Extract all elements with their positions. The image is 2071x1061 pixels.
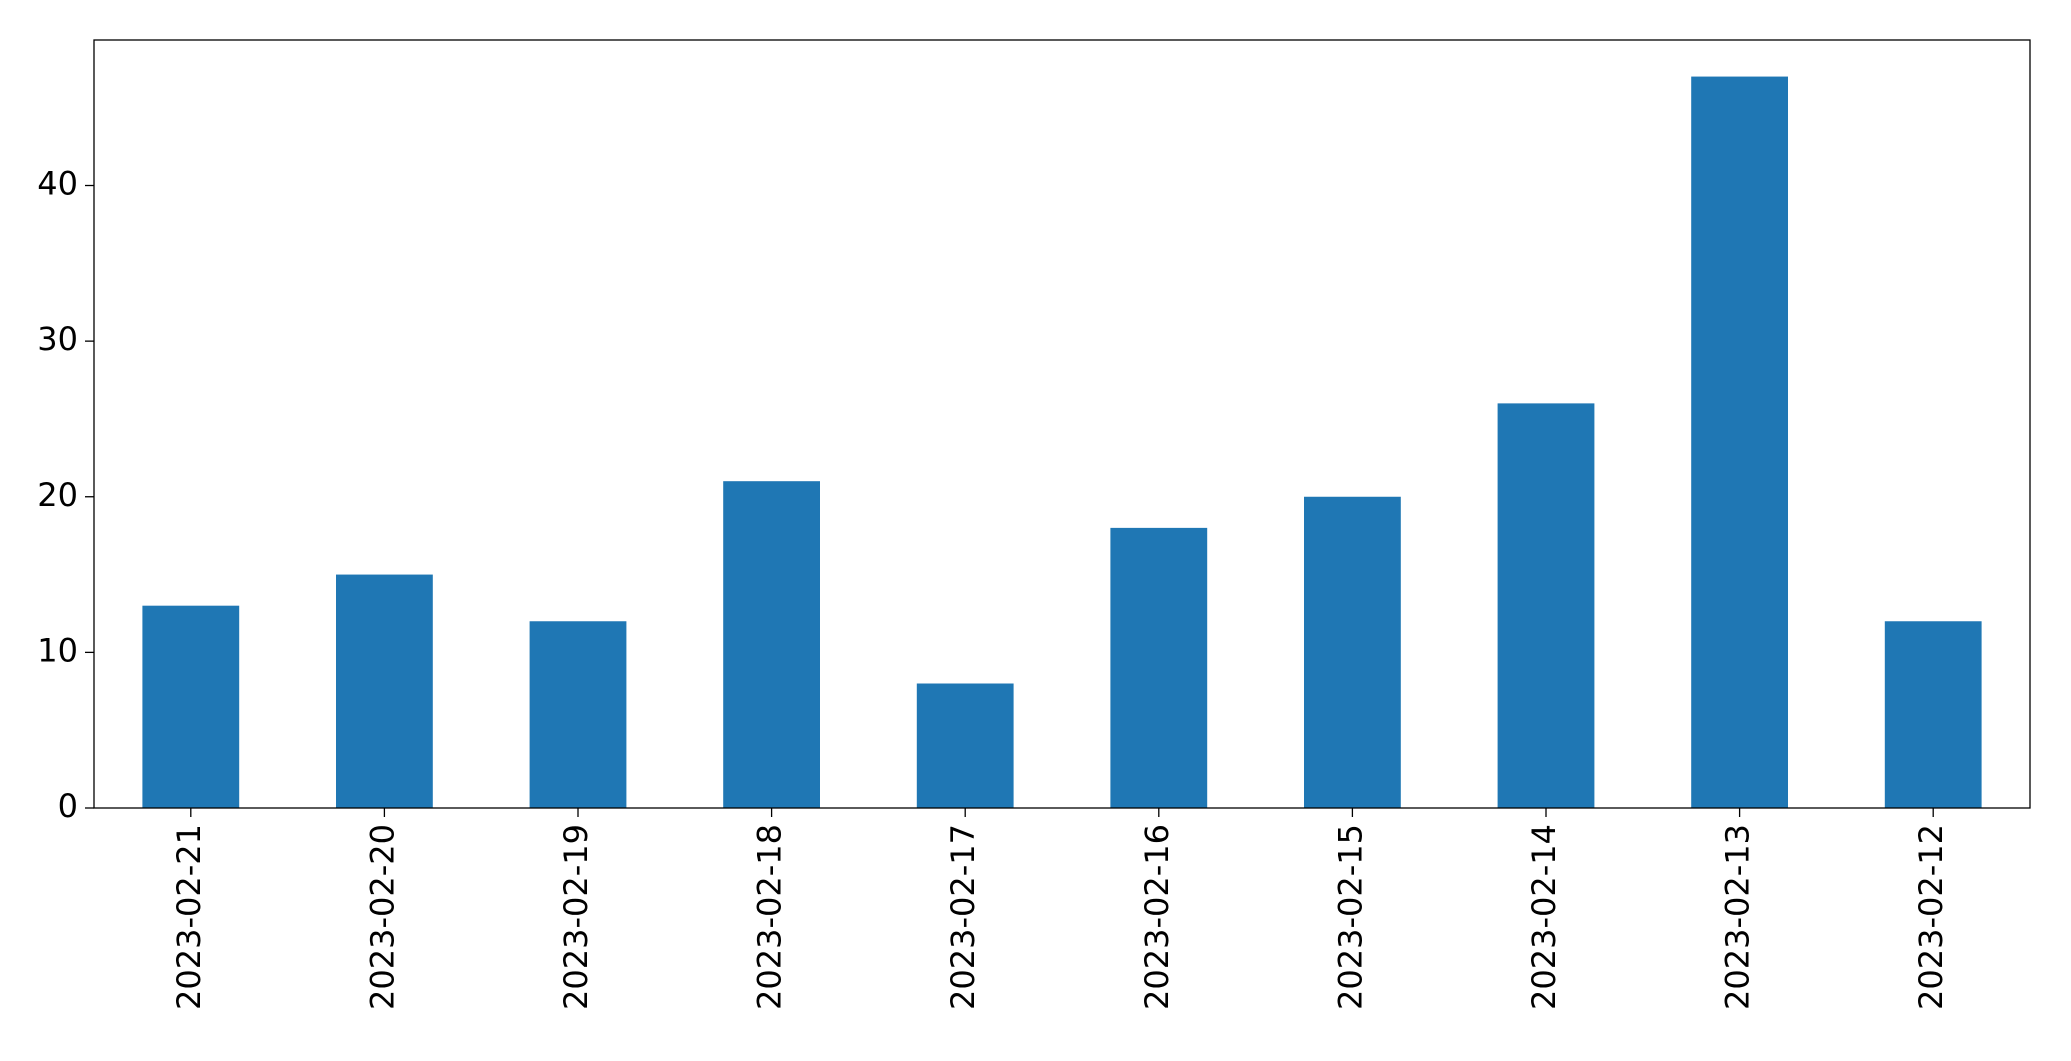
plot-frame [93,39,2031,809]
bar [1110,527,1208,808]
x-tick-label: 2023-02-17 [944,824,982,1010]
x-tick-label: 2023-02-15 [1331,824,1369,1010]
x-tick-label: 2023-02-14 [1525,824,1563,1010]
bar [1497,403,1595,808]
x-tick-label: 2023-02-19 [557,824,595,1010]
y-tick-label: 10 [37,631,78,669]
bar [1884,621,1982,808]
y-tick-label: 20 [37,476,78,514]
y-tick-label: 0 [58,787,78,825]
bar [529,621,627,808]
y-tick-label: 30 [37,320,78,358]
x-tick-label: 2023-02-13 [1719,824,1757,1010]
bar [916,683,1014,808]
bar [336,574,433,808]
bar [723,481,820,808]
x-tick-label: 2023-02-18 [751,824,789,1010]
x-tick-label: 2023-02-12 [1912,824,1950,1010]
x-tick-label: 2023-02-16 [1138,824,1176,1010]
x-tick-label: 2023-02-21 [170,824,208,1010]
bar [1304,496,1401,808]
x-tick-label: 2023-02-20 [363,824,401,1010]
y-tick-label: 40 [37,165,78,203]
bar [142,605,240,808]
bar [1691,76,1788,809]
